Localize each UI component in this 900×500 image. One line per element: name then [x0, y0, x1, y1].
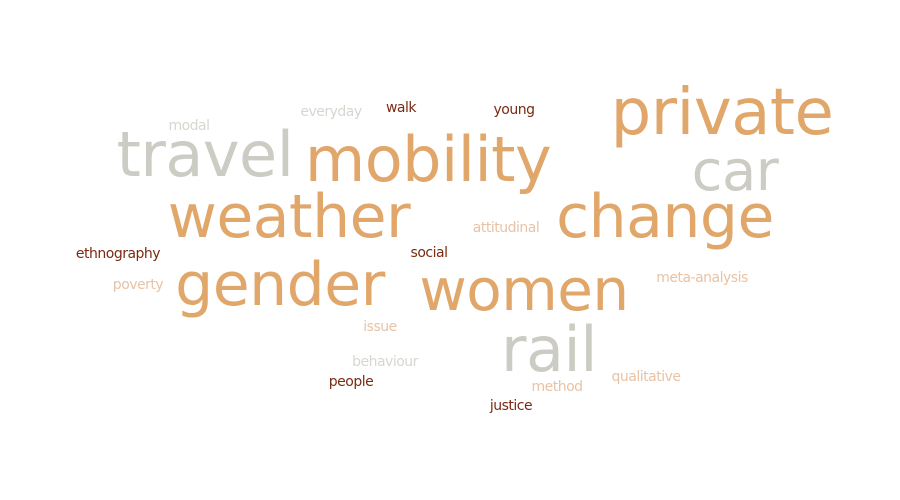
- word-behaviour: behaviour: [352, 354, 418, 370]
- word-mobility: mobility: [304, 123, 552, 196]
- word-people: people: [328, 374, 374, 390]
- word-method: method: [531, 379, 583, 395]
- word-meta-analysis: meta-analysis: [656, 270, 748, 286]
- word-poverty: poverty: [112, 277, 164, 293]
- word-issue: issue: [363, 319, 397, 335]
- word-travel: travel: [116, 118, 294, 191]
- word-change: change: [556, 182, 774, 252]
- word-private: private: [610, 76, 834, 150]
- word-weather: weather: [167, 182, 411, 252]
- word-ethnography: ethnography: [75, 246, 161, 262]
- word-everyday: everyday: [300, 104, 362, 120]
- word-social: social: [410, 245, 448, 261]
- word-car: car: [691, 139, 779, 204]
- word-rail: rail: [501, 313, 597, 386]
- word-modal: modal: [168, 118, 210, 134]
- word-attitudinal: attitudinal: [472, 220, 540, 236]
- word-women: women: [419, 256, 629, 324]
- word-young: young: [493, 102, 535, 118]
- word-justice: justice: [489, 398, 533, 414]
- word-walk: walk: [385, 100, 417, 116]
- word-gender: gender: [175, 250, 385, 320]
- word-qualitative: qualitative: [611, 369, 681, 385]
